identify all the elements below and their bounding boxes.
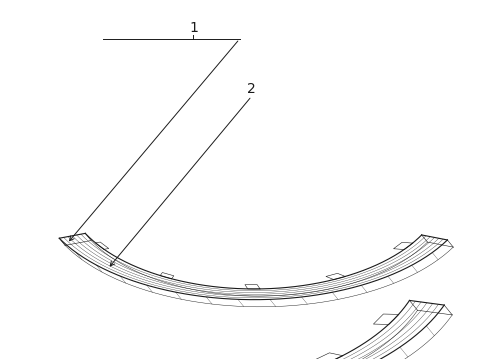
Text: 1: 1	[189, 21, 198, 35]
Text: 2: 2	[247, 82, 256, 96]
